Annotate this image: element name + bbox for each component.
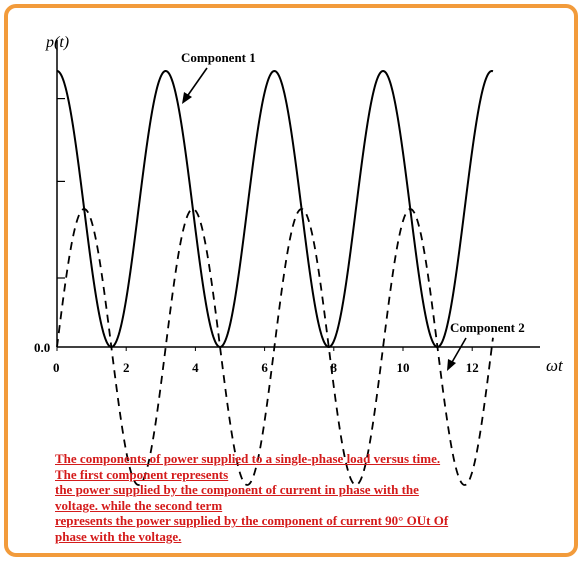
caption-line: The first component represents (55, 466, 229, 482)
caption-line: represents the power supplied by the com… (55, 513, 449, 528)
x-tick-label: 10 (397, 360, 410, 375)
annotation-arrow-component-2 (450, 337, 467, 365)
x-tick-labels: 0 2 4 6 8 10 12 (53, 360, 479, 375)
caption-line: voltage. while the second term (55, 497, 223, 513)
tick-marks (56, 97, 473, 351)
series-component-2-line (56, 208, 494, 486)
origin-label: 0.0 (34, 340, 50, 355)
annotation-arrowhead-component-1 (182, 92, 192, 104)
annotation-arrowhead-component-2 (447, 359, 456, 371)
figure-caption: The components of power supplied to a si… (55, 451, 555, 544)
caption-line: The components of power supplied to a si… (55, 451, 441, 466)
x-tick-label: 8 (331, 360, 338, 375)
x-tick-label: 12 (466, 360, 479, 375)
caption-line: the power supplied by the component of c… (55, 482, 419, 497)
figure-frame (4, 4, 578, 557)
x-tick-label: 4 (192, 360, 199, 375)
y-axis-label: p(t) (45, 34, 69, 51)
x-tick-label: 6 (261, 360, 268, 375)
axes (56, 40, 540, 348)
caption-line: phase with the voltage. (55, 528, 182, 544)
x-tick-label: 0 (53, 360, 60, 375)
annotation-arrow-component-1 (185, 67, 208, 99)
annotation-component-1: Component 1 (181, 50, 256, 65)
x-axis-label: ωt (546, 356, 564, 375)
annotation-component-2: Component 2 (450, 320, 525, 335)
series-component-1-line (56, 69, 494, 349)
x-tick-label: 2 (123, 360, 130, 375)
